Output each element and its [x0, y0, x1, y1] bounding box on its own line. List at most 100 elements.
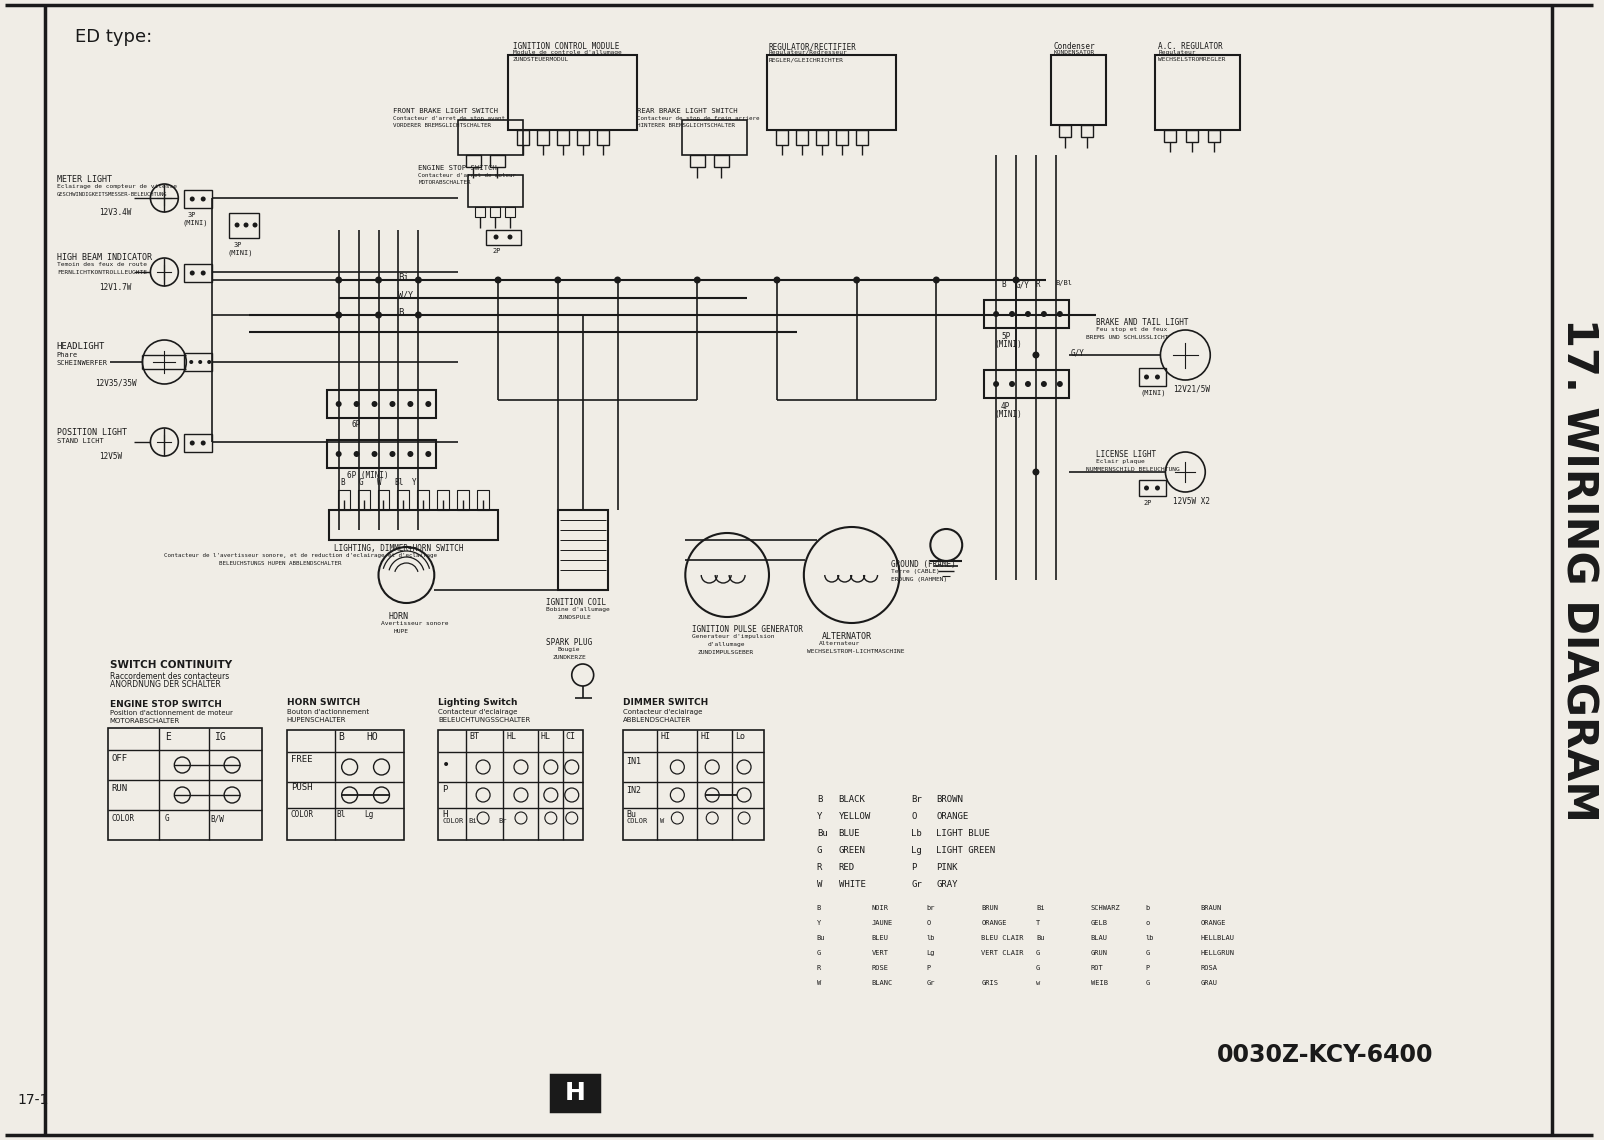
Bar	[537, 130, 549, 145]
Bar	[107, 728, 261, 840]
Text: 6P: 6P	[351, 420, 361, 429]
Circle shape	[853, 277, 860, 284]
Text: Y: Y	[816, 920, 821, 926]
Bar	[457, 490, 468, 510]
Text: ORANGE: ORANGE	[937, 812, 969, 821]
Circle shape	[335, 451, 342, 457]
Bar	[1081, 125, 1092, 137]
Text: FRONT BRAKE LIGHT SWITCH: FRONT BRAKE LIGHT SWITCH	[393, 108, 499, 114]
Bar	[508, 55, 637, 130]
Bar	[358, 490, 369, 510]
Text: Y: Y	[412, 478, 417, 487]
Text: 6P (MINI): 6P (MINI)	[346, 471, 388, 480]
Bar	[467, 155, 481, 166]
Text: G: G	[1036, 964, 1039, 971]
Text: A.C. REGULATOR: A.C. REGULATOR	[1158, 42, 1224, 51]
Text: HUPE: HUPE	[393, 629, 409, 634]
Bar	[229, 213, 258, 238]
Circle shape	[189, 196, 194, 202]
Text: Contacteur d'eclairage: Contacteur d'eclairage	[622, 709, 703, 715]
Circle shape	[372, 451, 377, 457]
Text: VERT: VERT	[871, 950, 889, 956]
Circle shape	[415, 277, 422, 284]
Bar	[550, 1075, 598, 1112]
Text: H: H	[565, 1081, 585, 1105]
Text: Lg: Lg	[927, 950, 935, 956]
Text: METER LIGHT: METER LIGHT	[56, 176, 112, 184]
Bar	[1139, 368, 1166, 386]
Text: ALTERNATOR: ALTERNATOR	[821, 632, 871, 641]
Text: (MINI): (MINI)	[994, 410, 1022, 420]
Bar	[184, 264, 212, 282]
Text: HORN SWITCH: HORN SWITCH	[287, 698, 361, 707]
Text: W: W	[377, 478, 382, 487]
Bar	[714, 155, 730, 166]
Circle shape	[199, 360, 202, 364]
Bar	[597, 130, 608, 145]
Text: IN1: IN1	[627, 757, 642, 766]
Circle shape	[555, 277, 561, 284]
Text: PINK: PINK	[937, 863, 958, 872]
Text: lb: lb	[1145, 935, 1153, 940]
Text: Bi: Bi	[398, 272, 409, 282]
Text: COLOR: COLOR	[290, 811, 314, 819]
Circle shape	[335, 277, 342, 284]
Text: (MINI): (MINI)	[994, 340, 1022, 349]
Text: Bi: Bi	[1036, 905, 1044, 911]
Circle shape	[1155, 486, 1160, 490]
Circle shape	[1025, 311, 1031, 317]
Text: ZUNDSPULE: ZUNDSPULE	[558, 614, 592, 620]
Circle shape	[234, 222, 239, 228]
Circle shape	[207, 360, 212, 364]
Bar	[505, 207, 515, 217]
Text: JAUNE: JAUNE	[871, 920, 893, 926]
Text: G: G	[1145, 980, 1150, 986]
Text: Br: Br	[499, 819, 507, 824]
Circle shape	[614, 277, 621, 284]
Text: PUSH: PUSH	[290, 783, 313, 792]
Text: Regulateur: Regulateur	[1158, 50, 1197, 55]
Text: O: O	[927, 920, 930, 926]
Text: NOIR: NOIR	[871, 905, 889, 911]
Text: P: P	[911, 863, 917, 872]
Bar	[1051, 55, 1105, 125]
Bar	[767, 55, 897, 130]
Text: ORANGE: ORANGE	[1200, 920, 1225, 926]
Text: RED: RED	[839, 863, 855, 872]
Circle shape	[1057, 311, 1063, 317]
Text: Bl: Bl	[395, 478, 404, 487]
Text: ROSA: ROSA	[1200, 964, 1217, 971]
Text: LICENSE LIGHT: LICENSE LIGHT	[1096, 450, 1156, 459]
Text: 17. WIRING DIAGRAM: 17. WIRING DIAGRAM	[1557, 318, 1599, 822]
Text: NUMMERNSCHILD BELEUCHTUNG: NUMMERNSCHILD BELEUCHTUNG	[1086, 467, 1179, 472]
Bar	[690, 155, 706, 166]
Text: G: G	[1145, 950, 1150, 956]
Text: 17-1: 17-1	[18, 1093, 50, 1107]
Text: GREEN: GREEN	[839, 846, 866, 855]
Text: W: W	[661, 819, 664, 824]
Text: BROWN: BROWN	[937, 795, 962, 804]
Bar	[1059, 125, 1071, 137]
Text: 3P: 3P	[188, 212, 196, 218]
Circle shape	[353, 451, 359, 457]
Text: 3P: 3P	[233, 242, 242, 249]
Bar	[1187, 130, 1198, 142]
Text: o: o	[1145, 920, 1150, 926]
Text: GRIS: GRIS	[982, 980, 998, 986]
Bar	[184, 434, 212, 451]
Text: GESCHWINDIGKEITSMESSER-BELEUCHTUNG: GESCHWINDIGKEITSMESSER-BELEUCHTUNG	[56, 192, 167, 197]
Text: G: G	[816, 846, 823, 855]
Circle shape	[773, 277, 781, 284]
Text: B: B	[816, 905, 821, 911]
Text: REGULATOR/RECTIFIER: REGULATOR/RECTIFIER	[768, 42, 857, 51]
Text: d'allumage: d'allumage	[707, 642, 744, 648]
Circle shape	[695, 277, 701, 284]
Text: Generateur d'impulsion: Generateur d'impulsion	[693, 634, 775, 640]
Text: WECHSELSTROM-LICHTMASCHINE: WECHSELSTROM-LICHTMASCHINE	[807, 649, 905, 654]
Bar	[776, 130, 788, 145]
Text: Contacteur d'eclairage: Contacteur d'eclairage	[438, 709, 518, 715]
Circle shape	[1012, 277, 1020, 284]
Bar	[184, 353, 212, 370]
Bar	[1208, 130, 1221, 142]
Text: BLACK: BLACK	[839, 795, 866, 804]
